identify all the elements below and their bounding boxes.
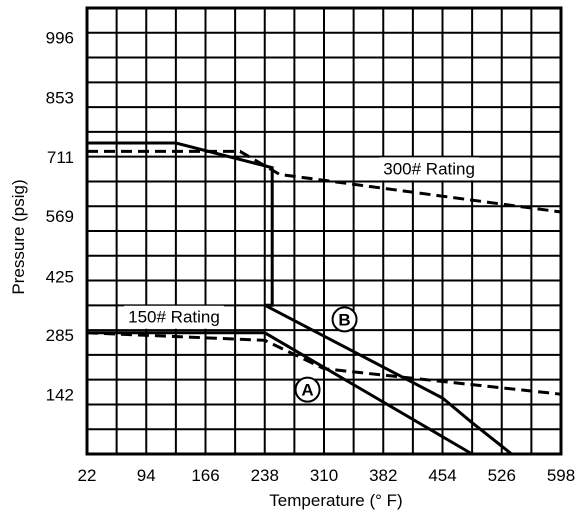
x-tick-label: 166: [191, 466, 219, 485]
x-tick-label: 94: [137, 466, 156, 485]
grid: [87, 8, 561, 454]
y-tick-label: 285: [46, 326, 74, 345]
curve-marker-label: A: [301, 381, 313, 400]
series-label: 300# Rating: [379, 157, 479, 181]
dashed-line-3: [86, 331, 562, 396]
curve-marker-label: B: [338, 310, 350, 329]
plot-border: [85, 6, 563, 456]
y-tick-label: 425: [46, 267, 74, 286]
y-tick-label: 853: [46, 88, 74, 107]
series-label: 150# Rating: [124, 305, 224, 329]
series-lines: [86, 141, 562, 456]
series-label-text: 150# Rating: [128, 308, 220, 327]
series-label-text: 300# Rating: [383, 159, 475, 178]
x-tick-label: 598: [547, 466, 575, 485]
y-axis-label: Pressure (psig): [9, 179, 28, 294]
curve-marker-circle: [331, 306, 358, 333]
solid-line-2: [87, 141, 513, 456]
dashed-line-1: [87, 149, 562, 214]
x-tick-label: 526: [488, 466, 516, 485]
annotations: 300# Rating 150# Rating A B: [124, 157, 479, 403]
x-tick-label: 382: [369, 466, 397, 485]
series-label-bg: [379, 157, 479, 181]
plot-frame: [85, 6, 563, 456]
curve-marker-circle: [294, 376, 321, 403]
x-tick-label: 22: [78, 466, 97, 485]
x-tick-label: 310: [310, 466, 338, 485]
curve-marker: A: [294, 376, 321, 403]
series-label-bg: [124, 305, 224, 329]
solid-line-4: [87, 331, 473, 456]
y-tick-labels: 996 853 711 569 425 285 142: [46, 29, 74, 405]
x-tick-label: 238: [251, 466, 279, 485]
x-axis-label: Temperature (° F): [269, 491, 402, 510]
x-tick-label: 454: [428, 466, 456, 485]
y-tick-label: 142: [46, 386, 74, 405]
x-tick-labels: 22 94 166 238 310 382 454 526 598: [78, 466, 576, 485]
curve-marker: B: [331, 306, 358, 333]
y-tick-label: 996: [46, 29, 74, 48]
y-tick-label: 711: [47, 148, 74, 167]
y-tick-label: 569: [46, 207, 74, 226]
